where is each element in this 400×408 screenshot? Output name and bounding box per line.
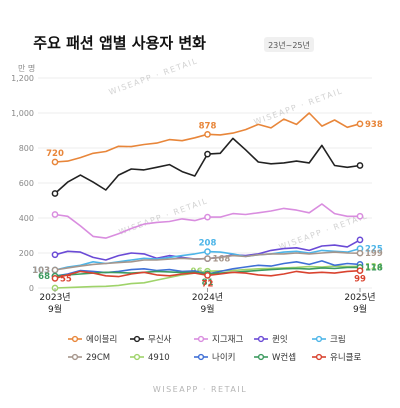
background-watermark: WISEAPP · RETAIL	[118, 196, 210, 237]
grid: 0 200 400 600 800 1,000 1,200	[11, 74, 372, 293]
legend-marker	[133, 335, 141, 343]
data-point	[356, 212, 364, 220]
legend-item: 에이블리	[68, 334, 117, 345]
legend-label: 4910	[148, 353, 170, 363]
series-0: 720 878 938	[46, 112, 383, 166]
legend-marker	[71, 335, 79, 343]
data-point	[51, 158, 59, 166]
data-label: 720	[46, 149, 64, 159]
chart-header: 주요 패션 앱별 사용자 변화 23년~25년	[33, 34, 314, 52]
background-watermark: WISEAPP · RETAIL	[108, 56, 200, 97]
legend-label: 퀸잇	[272, 334, 288, 345]
legend-item: 4910	[130, 353, 170, 363]
series-5: 103 168 199	[32, 249, 383, 276]
data-label: 124	[365, 262, 383, 272]
legend-marker	[133, 353, 141, 361]
legend-marker	[257, 335, 265, 343]
y-tick-label: 800	[19, 144, 34, 153]
y-tick-label: 200	[19, 249, 34, 258]
data-point	[204, 131, 211, 138]
y-tick-label: 400	[19, 214, 34, 223]
x-tick-label: 2023년 9월	[39, 292, 70, 315]
data-label: 72	[202, 279, 214, 289]
legend-label: 에이블리	[86, 334, 117, 345]
legend-label: 크림	[330, 334, 346, 345]
legend-item: 29CM	[68, 353, 110, 363]
data-label: 208	[199, 239, 217, 249]
data-point	[51, 251, 59, 259]
data-point	[204, 150, 211, 158]
data-label: 81	[202, 278, 214, 288]
series-9: 55 72 99	[51, 267, 366, 289]
legend-item: 크림	[312, 334, 346, 345]
data-label: 68	[38, 272, 50, 282]
legend-label: 지그재그	[212, 335, 243, 345]
legend-marker	[197, 335, 205, 343]
data-label: 168	[213, 255, 231, 265]
legend-marker	[315, 335, 323, 343]
legend-label: 29CM	[86, 353, 110, 363]
badge-background	[264, 37, 314, 52]
legend-label: 유니클로	[330, 352, 361, 363]
data-label: 103	[32, 266, 50, 276]
series-line	[54, 137, 361, 195]
period-badge: 23년~25년	[268, 40, 310, 50]
legend-marker	[315, 353, 323, 361]
y-tick-label: 0	[29, 284, 34, 293]
data-point	[356, 267, 364, 275]
data-label: 118	[365, 263, 383, 273]
data-label: 878	[199, 121, 217, 131]
data-point	[356, 236, 364, 244]
series-6: 96 124	[51, 262, 383, 292]
legend-item: 지그재그	[194, 335, 243, 345]
data-label: 103	[32, 266, 50, 276]
data-point	[356, 249, 364, 257]
legend-marker	[197, 353, 205, 361]
legend-label: W컨셉	[272, 352, 296, 363]
y-tick-label: 600	[19, 179, 34, 188]
data-point	[204, 255, 211, 262]
legend: 에이블리 무신사 지그재그 퀸잇 크림 29CM 4910 나이키 W컨셉 유니클로	[68, 334, 361, 363]
data-point	[204, 272, 211, 279]
data-point	[204, 213, 211, 221]
data-point	[51, 211, 59, 218]
legend-label: 나이키	[212, 352, 235, 363]
data-label: 99	[354, 275, 366, 285]
data-label: 225	[365, 245, 383, 255]
y-tick-label: 1,200	[11, 74, 34, 83]
data-point	[356, 162, 364, 169]
legend-item: 유니클로	[312, 352, 361, 363]
data-point	[51, 266, 59, 274]
series-1	[51, 137, 364, 197]
legend-marker	[71, 353, 79, 361]
data-label: 938	[365, 120, 383, 130]
x-tick-label: 2024년 9월	[192, 292, 223, 315]
data-label: 55	[60, 274, 72, 284]
legend-item: 나이키	[194, 352, 235, 363]
data-point	[51, 190, 59, 197]
x-axis: 2023년 9월 2024년 9월 2025년 9월	[39, 288, 376, 315]
data-point	[204, 248, 211, 255]
legend-label: 무신사	[148, 335, 172, 345]
chart-title: 주요 패션 앱별 사용자 변화	[33, 34, 206, 52]
watermarks: WISEAPP · RETAIL WISEAPP · RETAIL WISEAPP …	[108, 56, 370, 252]
data-point	[356, 120, 364, 128]
series-2	[51, 203, 364, 239]
legend-item: 무신사	[130, 335, 172, 345]
footer-watermark: WISEAPP · RETAIL	[153, 385, 247, 394]
data-point	[51, 275, 59, 282]
y-axis-unit: 만 명	[18, 63, 35, 73]
legend-marker	[257, 353, 265, 361]
legend-item: 퀸잇	[254, 334, 288, 345]
data-label: 199	[365, 249, 383, 259]
x-tick-label: 2025년 9월	[344, 292, 375, 315]
background-watermark: WISEAPP · RETAIL	[253, 86, 345, 127]
legend-item: W컨셉	[254, 352, 296, 363]
y-tick-label: 1,000	[11, 109, 34, 118]
